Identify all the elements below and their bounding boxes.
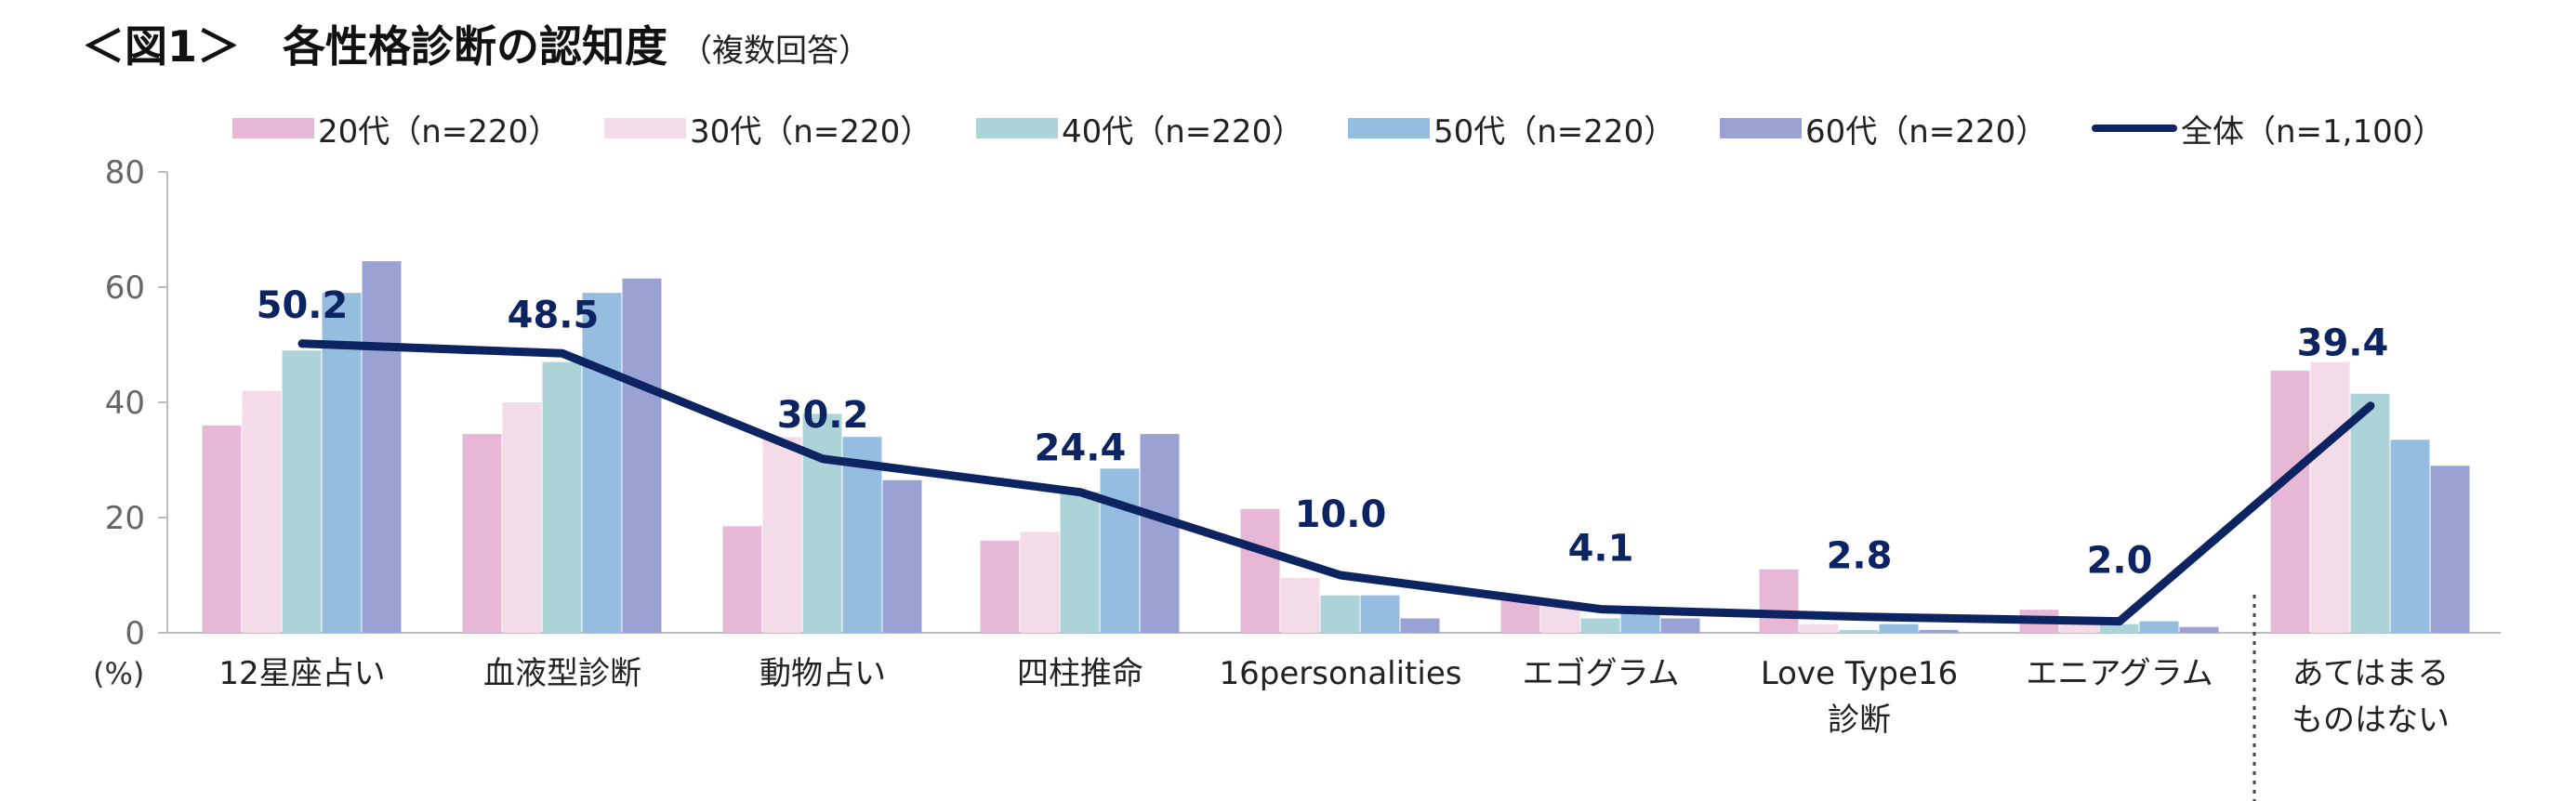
bar [362, 261, 402, 633]
legend-label: 全体（n=1,100） [2181, 112, 2445, 151]
bar [542, 361, 582, 633]
legend-label: 50代（n=220） [1433, 112, 1676, 151]
legend-swatch [232, 118, 314, 138]
data-label: 4.1 [1568, 528, 1634, 571]
bar [1660, 618, 1700, 633]
bar [202, 425, 242, 633]
bar [1320, 595, 1360, 633]
y-tick-label: 80 [105, 154, 145, 191]
bar [2310, 361, 2350, 633]
bar [1919, 629, 1959, 633]
bar [802, 414, 842, 633]
x-category-label: 16personalities [1220, 655, 1462, 692]
legend-swatch [1720, 118, 1802, 138]
bar [1759, 569, 1799, 633]
bar [2390, 440, 2430, 633]
y-unit-label: (%) [93, 656, 144, 691]
chart-title: ＜図1＞ 各性格診断の認知度 （複数回答） [82, 13, 870, 74]
bar [242, 390, 282, 633]
legend-line-swatch [2092, 125, 2177, 132]
bar [1060, 492, 1100, 633]
chart-legend: 20代（n=220） 30代（n=220） 40代（n=220） 50代（n=220）… [0, 102, 2576, 158]
x-category-label: 血液型診断 [483, 655, 641, 692]
bar [722, 526, 762, 633]
data-label: 24.4 [1035, 427, 1127, 470]
data-label: 30.2 [777, 394, 869, 437]
legend-label: 60代（n=220） [1805, 112, 2048, 151]
bar [762, 437, 802, 633]
x-category-label: エゴグラム [1523, 655, 1680, 692]
data-label: 2.8 [1827, 535, 1893, 578]
bar [462, 434, 502, 633]
bar [2270, 370, 2310, 633]
bar [622, 278, 662, 633]
bar [1879, 624, 1919, 633]
bar [2350, 393, 2390, 633]
chart-title-main: ＜図1＞ 各性格診断の認知度 [82, 21, 668, 72]
bar [2430, 466, 2470, 633]
legend-item: 30代（n=220） [604, 102, 931, 154]
bar [1580, 618, 1620, 633]
bar [2139, 621, 2179, 633]
data-label: 2.0 [2087, 540, 2153, 583]
data-label: 39.4 [2297, 322, 2389, 365]
legend-item: 40代（n=220） [976, 102, 1303, 154]
legend-label: 40代（n=220） [1062, 112, 1304, 151]
legend-item: 20代（n=220） [232, 102, 560, 154]
x-category-label: エニアグラム [2026, 655, 2213, 692]
y-tick-label: 20 [105, 500, 145, 537]
y-tick-label: 60 [105, 269, 145, 307]
x-category-label: Love Type16 [1761, 655, 1958, 692]
bar [1360, 595, 1400, 633]
bar [1240, 508, 1280, 633]
legend-swatch [604, 118, 686, 138]
bar [1799, 624, 1839, 633]
legend-item: 50代（n=220） [1348, 102, 1675, 154]
bar [1100, 468, 1140, 633]
x-category-label: あてはまる [2292, 655, 2450, 692]
legend-item: 60代（n=220） [1720, 102, 2047, 154]
data-label: 48.5 [508, 294, 600, 336]
bar [2179, 626, 2219, 633]
bar [1280, 578, 1320, 633]
bar [1020, 532, 1060, 633]
bar [1839, 629, 1879, 633]
x-category-label: 動物占い [760, 655, 886, 692]
legend-item: 全体（n=1,100） [2092, 102, 2444, 154]
legend-swatch [976, 118, 1058, 138]
chart-title-sub: （複数回答） [680, 33, 871, 70]
legend-label: 20代（n=220） [318, 112, 561, 151]
bar [882, 479, 922, 633]
bar [502, 402, 542, 633]
x-category-label: 四柱推命 [1017, 655, 1143, 692]
bar [980, 540, 1020, 633]
bar [582, 293, 622, 633]
total-line [297, 339, 2375, 626]
bar [1140, 434, 1180, 633]
x-category-label: 12星座占い [218, 655, 385, 692]
y-tick-label: 0 [125, 615, 145, 652]
data-label: 10.0 [1295, 493, 1387, 536]
bar [2099, 624, 2139, 633]
bar [282, 350, 322, 633]
bar [1400, 618, 1440, 633]
legend-swatch [1348, 118, 1430, 138]
x-category-label: 診断 [1828, 702, 1891, 739]
x-category-label: ものはない [2292, 702, 2450, 739]
data-label: 50.2 [257, 284, 349, 327]
legend-label: 30代（n=220） [690, 112, 932, 151]
y-tick-label: 40 [105, 385, 145, 422]
